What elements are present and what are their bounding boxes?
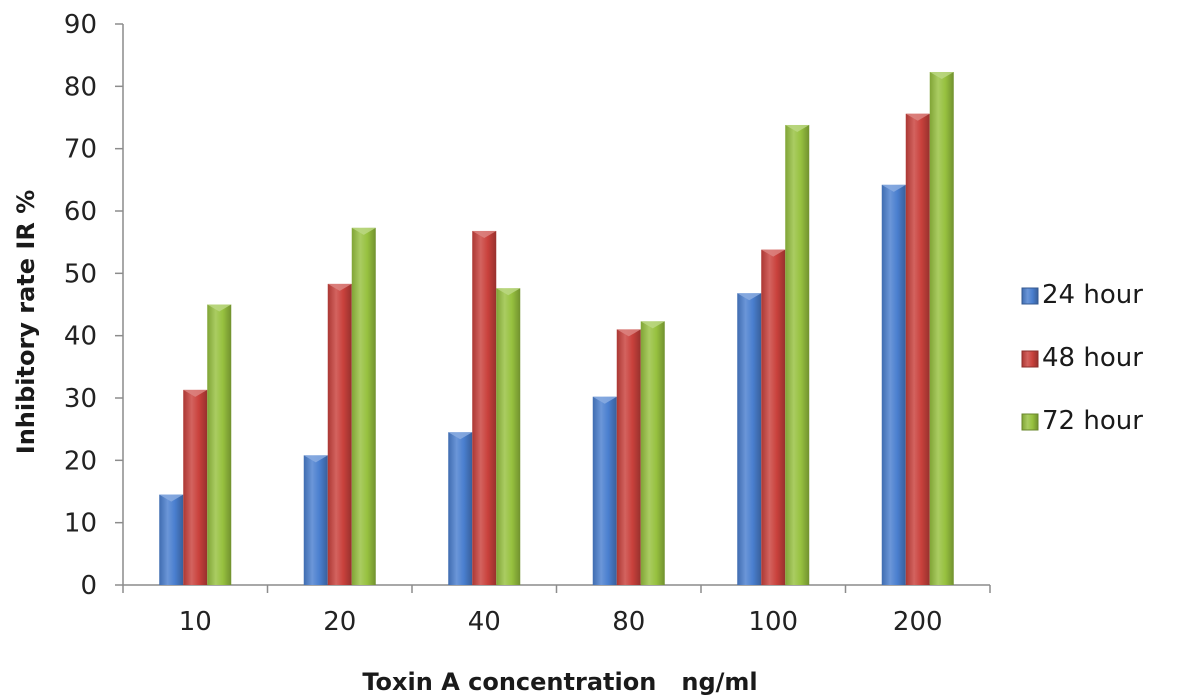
bar-cap (159, 494, 184, 502)
bar-24-hour-10 (159, 494, 184, 585)
y-tick-label: 50 (64, 259, 97, 289)
x-tick-label: 100 (748, 607, 798, 637)
bar-cap (207, 304, 232, 312)
bar-48-hour-80 (616, 329, 641, 585)
bar-cap (592, 396, 617, 404)
y-tick-label: 60 (64, 197, 97, 227)
bar-cap (303, 455, 328, 463)
bar-cap (496, 288, 521, 296)
x-tick-label: 200 (893, 607, 943, 637)
y-axis-ticks: 0 10 20 30 40 50 60 70 80 90 (64, 10, 123, 601)
bar-72-hour-20 (351, 227, 376, 585)
x-axis-title: Toxin A concentration ng/ml (362, 668, 757, 696)
y-tick-label: 0 (80, 571, 97, 601)
bar-cap (183, 389, 208, 397)
bar-48-hour-100 (761, 249, 786, 585)
legend-label-48-hour: 48 hour (1042, 343, 1143, 373)
x-tick-label: 10 (179, 607, 212, 637)
bar-cap (327, 283, 352, 291)
bar-24-hour-20 (303, 455, 328, 585)
bar-48-hour-10 (183, 389, 208, 585)
x-tick-label: 80 (612, 607, 645, 637)
bar-cap (472, 230, 497, 238)
x-tick-label: 20 (323, 607, 356, 637)
legend-label-72-hour: 72 hour (1042, 406, 1143, 436)
bar-cap (640, 321, 665, 329)
y-tick-label: 80 (64, 72, 97, 102)
bar-cap (929, 71, 954, 79)
legend: 24 hour 48 hour 72 hour (1021, 280, 1143, 436)
bar-72-hour-100 (785, 124, 810, 585)
bar-cap (448, 432, 473, 440)
bar-cap (761, 249, 786, 257)
y-axis-title: Inhibitory rate IR % (12, 190, 40, 454)
bar-48-hour-20 (327, 283, 352, 585)
bar-cap (737, 293, 762, 301)
y-tick-label: 10 (64, 509, 97, 539)
bar-48-hour-200 (905, 113, 930, 585)
bar-cap (351, 227, 376, 235)
plot-area (122, 24, 990, 586)
x-axis-ticks: 10 20 40 80 100 200 (122, 585, 991, 637)
y-tick-label: 70 (64, 135, 97, 165)
bar-72-hour-80 (640, 321, 665, 585)
bar-24-hour-200 (881, 184, 906, 585)
x-tick-label: 40 (468, 607, 501, 637)
y-tick-label: 20 (64, 446, 97, 476)
bar-72-hour-40 (496, 288, 521, 585)
legend-swatch-24-hour (1021, 287, 1039, 305)
bar-24-hour-40 (448, 432, 473, 585)
bar-24-hour-100 (737, 293, 762, 585)
bar-48-hour-40 (472, 230, 497, 586)
legend-label-24-hour: 24 hour (1042, 280, 1143, 310)
bar-cap (905, 113, 930, 121)
bar-72-hour-200 (929, 71, 954, 586)
y-tick-label: 30 (64, 384, 97, 414)
bar-72-hour-10 (207, 304, 232, 585)
bar-cap (785, 124, 810, 132)
y-tick-label: 90 (64, 10, 97, 40)
legend-swatch-48-hour (1021, 350, 1039, 368)
bar-24-hour-80 (592, 396, 617, 585)
legend-swatch-72-hour (1021, 413, 1039, 431)
y-tick-label: 40 (64, 322, 97, 352)
bar-cap (881, 184, 906, 192)
bar-cap (616, 329, 641, 337)
